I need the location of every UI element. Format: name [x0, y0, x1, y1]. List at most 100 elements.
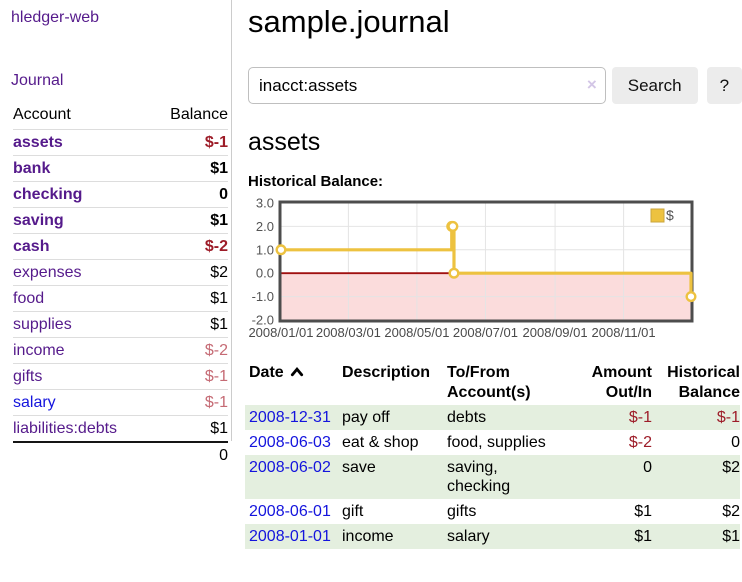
transaction-balance: $2: [722, 459, 740, 476]
help-button[interactable]: ?: [706, 67, 742, 104]
transaction-date-link[interactable]: 2008-12-31: [249, 409, 331, 426]
register-col-description: Description: [342, 364, 431, 381]
account-row: liabilities:debts $1: [13, 415, 228, 442]
account-link-checking[interactable]: checking: [13, 186, 83, 203]
accounts-col-balance: Balance: [151, 104, 228, 130]
chart-section-label: Historical Balance:: [248, 173, 384, 190]
y-axis-tick: 0.0: [256, 266, 274, 281]
account-balance: $1: [151, 285, 228, 312]
transaction-description: income: [342, 528, 394, 545]
legend-label: $: [666, 207, 674, 223]
accounts-table: Account Balance assets $-1 bank $1 check…: [13, 104, 228, 468]
x-axis-tick: 2008/09/01: [523, 325, 588, 340]
sidebar: hledger-web Journal Account Balance asse…: [0, 0, 232, 468]
account-link-cash[interactable]: cash: [13, 238, 50, 255]
account-link-gifts[interactable]: gifts: [13, 368, 43, 385]
account-balance: $-2: [151, 337, 228, 364]
register-header-row: Date Description To/From Account(s) Amou…: [245, 361, 740, 405]
register-row: 2008-06-02 save saving, checking 0 $2: [245, 455, 740, 499]
account-balance: $-1: [151, 363, 228, 390]
account-row: assets $-1: [13, 129, 228, 156]
account-link-assets[interactable]: assets: [13, 134, 63, 151]
register-row: 2008-01-01 income salary $1 $1: [245, 524, 740, 549]
transaction-date-link[interactable]: 2008-06-03: [249, 434, 331, 451]
transaction-date-link[interactable]: 2008-06-01: [249, 503, 331, 520]
transaction-amount: $1: [634, 528, 652, 545]
search-button[interactable]: Search: [611, 67, 698, 104]
x-axis-tick: 2008/01/01: [248, 325, 313, 340]
account-link-expenses[interactable]: expenses: [13, 264, 82, 281]
x-axis-tick: 2008/07/01: [453, 325, 518, 340]
transaction-amount: $1: [634, 503, 652, 520]
account-balance: $2: [151, 259, 228, 286]
transaction-balance: 0: [731, 434, 740, 451]
register-row: 2008-06-01 gift gifts $1 $2: [245, 499, 740, 524]
account-balance: $-1: [151, 129, 228, 156]
page-title: sample.journal: [248, 4, 450, 39]
account-balance: $1: [151, 155, 228, 182]
account-row: bank $1: [13, 155, 228, 182]
transaction-date-link[interactable]: 2008-01-01: [249, 528, 331, 545]
register-col-date[interactable]: Date: [245, 361, 342, 405]
accounts-header-row: Account Balance: [13, 104, 228, 130]
account-page-title: assets: [248, 128, 321, 156]
register-col-amount: Amount Out/In: [591, 364, 652, 401]
account-link-bank[interactable]: bank: [13, 160, 51, 177]
register-col-accounts: To/From Account(s): [447, 364, 531, 401]
journal-link[interactable]: Journal: [11, 72, 64, 89]
transaction-amount: $-1: [628, 409, 652, 426]
accounts-col-account: Account: [13, 104, 152, 130]
transaction-accounts: food, supplies: [447, 434, 546, 451]
y-axis-tick: 3.0: [256, 198, 274, 211]
y-axis-tick: -1.0: [252, 289, 274, 304]
account-row: supplies $1: [13, 311, 228, 338]
register-row: 2008-12-31 pay off debts $-1 $-1: [245, 405, 740, 430]
transaction-balance: $-1: [716, 409, 740, 426]
account-link-salary[interactable]: salary: [13, 394, 56, 411]
search-input[interactable]: [248, 67, 606, 104]
account-link-supplies[interactable]: supplies: [13, 316, 72, 333]
accounts-total: 0: [151, 441, 228, 468]
account-link-liabilities-debts[interactable]: liabilities:debts: [13, 420, 118, 437]
y-axis-tick: 2.0: [256, 219, 274, 234]
account-link-income[interactable]: income: [13, 342, 65, 359]
sort-asc-icon[interactable]: [290, 366, 304, 377]
transaction-accounts: saving, checking: [447, 459, 511, 495]
data-point: [275, 244, 287, 256]
transaction-accounts: gifts: [447, 503, 477, 520]
account-link-saving[interactable]: saving: [13, 212, 64, 229]
historical-balance-chart[interactable]: $3.0 2.0 1.0 0.0 -1.0 -2.0 2008/01/01 2008/03/0…: [248, 196, 708, 340]
y-axis-tick: 1.0: [256, 242, 274, 257]
transaction-description: pay off: [342, 409, 390, 426]
x-axis-tick: 2008/05/01: [384, 325, 449, 340]
x-axis-tick: 2008/11/01: [592, 325, 656, 340]
register-col-balance: Historical Balance: [667, 364, 740, 401]
transaction-accounts: debts: [447, 409, 487, 426]
account-row: income $-2: [13, 337, 228, 364]
data-point: [685, 291, 697, 303]
account-row: saving $1: [13, 207, 228, 234]
account-row: cash $-2: [13, 233, 228, 260]
search-box: ×: [248, 67, 606, 104]
app-title: hledger-web: [0, 0, 231, 27]
account-balance: $-2: [151, 233, 228, 260]
transaction-description: gift: [342, 503, 364, 520]
transaction-date-link[interactable]: 2008-06-02: [249, 459, 331, 476]
register-row: 2008-06-03 eat & shop food, supplies $-2…: [245, 430, 740, 455]
account-row: gifts $-1: [13, 363, 228, 390]
transaction-amount: $-2: [628, 434, 652, 451]
account-balance: $1: [151, 311, 228, 338]
account-row: salary $-1: [13, 389, 228, 416]
clear-search-icon[interactable]: ×: [586, 75, 597, 94]
data-point: [448, 267, 460, 279]
account-balance: 0: [151, 181, 228, 208]
data-point: [447, 220, 459, 232]
transaction-balance: $1: [722, 528, 740, 545]
account-link-food[interactable]: food: [13, 290, 45, 307]
search-form: × Search ?: [248, 67, 742, 104]
app-title-link[interactable]: hledger-web: [11, 9, 100, 26]
accounts-total-row: 0: [13, 441, 228, 468]
transaction-description: eat & shop: [342, 434, 419, 451]
nav-journal: Journal: [0, 27, 231, 90]
transaction-amount: 0: [643, 459, 652, 476]
